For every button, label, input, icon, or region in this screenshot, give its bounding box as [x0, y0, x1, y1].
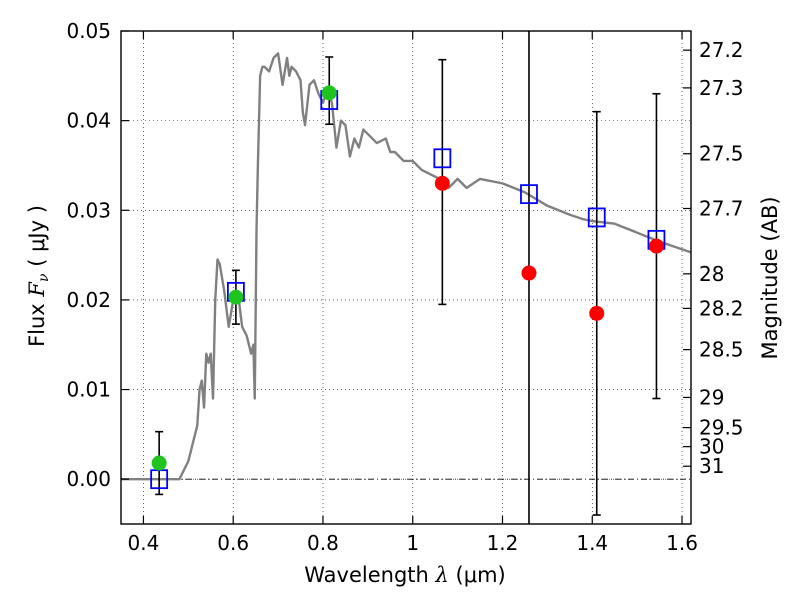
axes-frame [120, 30, 692, 525]
y-axis-label-unit: ( μJy ) [25, 205, 49, 267]
grid-lines [121, 30, 691, 524]
y2-tick-label: 30 [699, 435, 724, 459]
x-axis-label-unit: (μm) [456, 563, 506, 587]
observed-points [151, 85, 664, 471]
nondetection-point [434, 175, 450, 191]
model-point [520, 184, 538, 205]
error-bars [155, 31, 661, 524]
sed-curve [121, 52, 692, 481]
y-axis-label-text: Flux [25, 303, 49, 347]
detection-point [228, 289, 244, 305]
x-tick-label: 0.8 [307, 531, 339, 555]
y2-tick-label: 28 [699, 262, 724, 286]
plot-frame [120, 30, 692, 525]
x-tick-label: 0.4 [128, 531, 160, 555]
axis-ticks: 0.4 0.6 0.8 1 1.2 1.4 1.6 0.00 0.01 0.02 0.03 0.04 0… [66, 19, 743, 555]
y2-tick-label: 28.5 [699, 338, 744, 362]
y-tick-label: 0.04 [66, 109, 111, 133]
y2-tick-label: 29.5 [699, 416, 744, 440]
y2-tick-label: 31 [699, 454, 724, 478]
nondetection-point [589, 305, 605, 321]
x-axis-label-text: Wavelength [304, 563, 429, 587]
x-axis-label: Wavelength λ (μm) [304, 563, 505, 587]
detection-point [151, 455, 167, 471]
model-point [433, 148, 452, 169]
x-axis-label-symbol: λ [435, 563, 449, 587]
model-point [587, 207, 606, 228]
x-tick-label: 1.6 [666, 531, 698, 555]
x-tick-label: 0.6 [217, 531, 249, 555]
y2-tick-label: 28.2 [699, 296, 744, 320]
y-axis-label-symbol: F [25, 281, 49, 298]
x-tick-label: 1 [406, 531, 419, 555]
y2-tick-label: 29 [699, 385, 724, 409]
y2-tick-label: 27.7 [699, 196, 744, 220]
y-axis-label: Flux Fν ( μJy ) [25, 205, 52, 347]
y-tick-label: 0.02 [66, 288, 111, 312]
sed-model-curve [121, 52, 692, 481]
y2-axis-label: Magnitude (AB) [758, 196, 782, 359]
nondetection-point [648, 238, 664, 254]
y2-tick-label: 27.3 [699, 76, 744, 100]
y-tick-label: 0.05 [66, 19, 111, 43]
y2-tick-label: 27.5 [699, 142, 744, 166]
y-tick-label: 0.03 [66, 198, 111, 222]
y-axis-label-subscript: ν [36, 273, 52, 282]
x-tick-label: 1.2 [487, 531, 519, 555]
x-tick-label: 1.4 [576, 531, 608, 555]
y2-tick-label: 27.2 [699, 38, 744, 62]
model-points [150, 90, 666, 490]
y-tick-label: 0.01 [66, 378, 111, 402]
y-tick-label: 0.00 [66, 467, 111, 491]
detection-point [321, 85, 337, 101]
nondetection-point [521, 265, 537, 281]
